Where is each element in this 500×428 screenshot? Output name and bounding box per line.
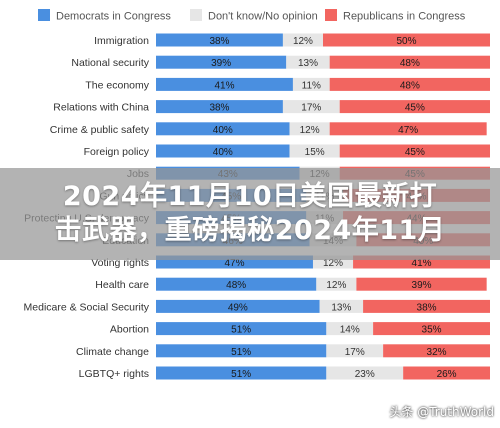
bar-segment [329,122,487,136]
value-label: 14% [340,325,360,336]
bar-segment [156,55,287,69]
bar-segment [326,344,384,358]
value-label: 47% [224,258,244,269]
bar-segment [282,33,323,47]
category-label: LGBTQ+ rights [79,368,149,380]
bar-segment [383,344,490,358]
bar-segment [282,100,340,114]
legend-swatch [325,9,337,21]
value-label: 51% [231,347,251,358]
category-label: Immigration [94,35,149,47]
bar-segment [156,122,290,136]
bar-segment [286,55,330,69]
legend-label: Don't know/No opinion [208,11,318,23]
bar-segment [339,144,490,158]
value-label: 12% [326,280,346,291]
legend-label: Democrats in Congress [56,11,171,23]
bar-segment [289,144,340,158]
value-label: 13% [331,302,351,313]
value-label: 12% [323,258,343,269]
bar-segment [156,33,283,47]
value-label: 38% [209,36,229,47]
value-label: 35% [422,325,442,336]
bar-segment [289,122,330,136]
value-label: 47% [398,125,418,136]
legend-swatch [190,9,202,21]
value-label: 40% [213,147,233,158]
value-label: 49% [228,302,248,313]
value-label: 45% [405,147,425,158]
bar-segment [316,277,357,291]
value-label: 11% [302,80,321,91]
value-label: 41% [412,258,432,269]
bar-segment [319,299,364,313]
value-label: 17% [301,103,321,114]
category-label: Health care [95,279,149,291]
value-label: 38% [209,103,229,114]
bar-segment [156,77,293,91]
bar-segment [363,299,490,313]
headline-banner: 2024年11月10日美国最新打 击武器，重磅揭秘2024年11月 [0,168,500,260]
value-label: 45% [405,103,425,114]
bar-segment [326,322,374,336]
category-label: Abortion [110,324,149,336]
bar-segment [323,33,490,47]
bar-segment [329,55,490,69]
watermark: 头条 @TruthWorld [389,405,494,419]
category-label: Medicare & Social Security [24,301,150,313]
bar-segment [326,366,404,380]
value-label: 41% [214,80,234,91]
legend-label: Republicans in Congress [343,11,466,23]
value-label: 48% [400,80,420,91]
category-label: Climate change [76,346,149,358]
value-label: 50% [396,36,416,47]
value-label: 51% [231,325,251,336]
category-label: Foreign policy [84,146,150,158]
value-label: 15% [305,147,325,158]
value-label: 12% [293,36,313,47]
value-label: 26% [437,369,457,380]
value-label: 17% [345,347,365,358]
bar-segment [373,322,490,336]
value-label: 40% [213,125,233,136]
bar-segment [329,77,490,91]
bar-segment [156,299,320,313]
value-label: 32% [427,347,447,358]
value-label: 23% [355,369,375,380]
bar-segment [156,322,327,336]
category-label: Voting rights [91,257,149,269]
value-label: 13% [298,58,318,69]
bar-segment [292,77,330,91]
bar-segment [156,144,290,158]
bar-segment [403,366,490,380]
value-label: 48% [226,280,246,291]
bar-segment [156,277,317,291]
value-label: 38% [417,302,437,313]
category-label: Relations with China [53,102,149,114]
bar-segment [339,100,490,114]
bar-segment [156,344,327,358]
value-label: 39% [211,58,231,69]
value-label: 39% [412,280,432,291]
bar-segment [156,366,327,380]
category-label: National security [71,57,149,69]
value-label: 12% [300,125,320,136]
bar-segment [356,277,487,291]
headline-line-2: 击武器，重磅揭秘2024年11月 [54,215,446,246]
category-label: Crime & public safety [50,124,150,136]
headline-line-1: 2024年11月10日美国最新打 [62,181,438,212]
value-label: 48% [400,58,420,69]
value-label: 51% [231,369,251,380]
bar-segment [156,100,283,114]
category-label: The economy [85,79,149,91]
legend-swatch [38,9,50,21]
